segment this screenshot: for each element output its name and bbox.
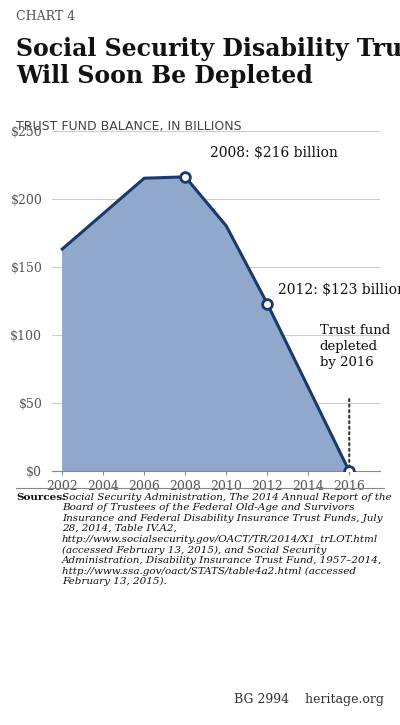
Text: Social Security Disability Trust Fund
Will Soon Be Depleted: Social Security Disability Trust Fund Wi… xyxy=(16,36,400,88)
Text: BG 2994    heritage.org: BG 2994 heritage.org xyxy=(234,693,384,706)
Text: Social Security Administration, The 2014 Annual Report of the Board of Trustees : Social Security Administration, The 2014… xyxy=(62,493,392,587)
Text: Trust fund
depleted
by 2016: Trust fund depleted by 2016 xyxy=(320,324,390,369)
Text: 2008: $216 billion: 2008: $216 billion xyxy=(210,146,338,160)
Text: Sources:: Sources: xyxy=(16,493,66,502)
Text: 2012: $123 billion: 2012: $123 billion xyxy=(278,283,400,297)
Text: TRUST FUND BALANCE, IN BILLIONS: TRUST FUND BALANCE, IN BILLIONS xyxy=(16,120,242,133)
Text: CHART 4: CHART 4 xyxy=(16,10,75,23)
